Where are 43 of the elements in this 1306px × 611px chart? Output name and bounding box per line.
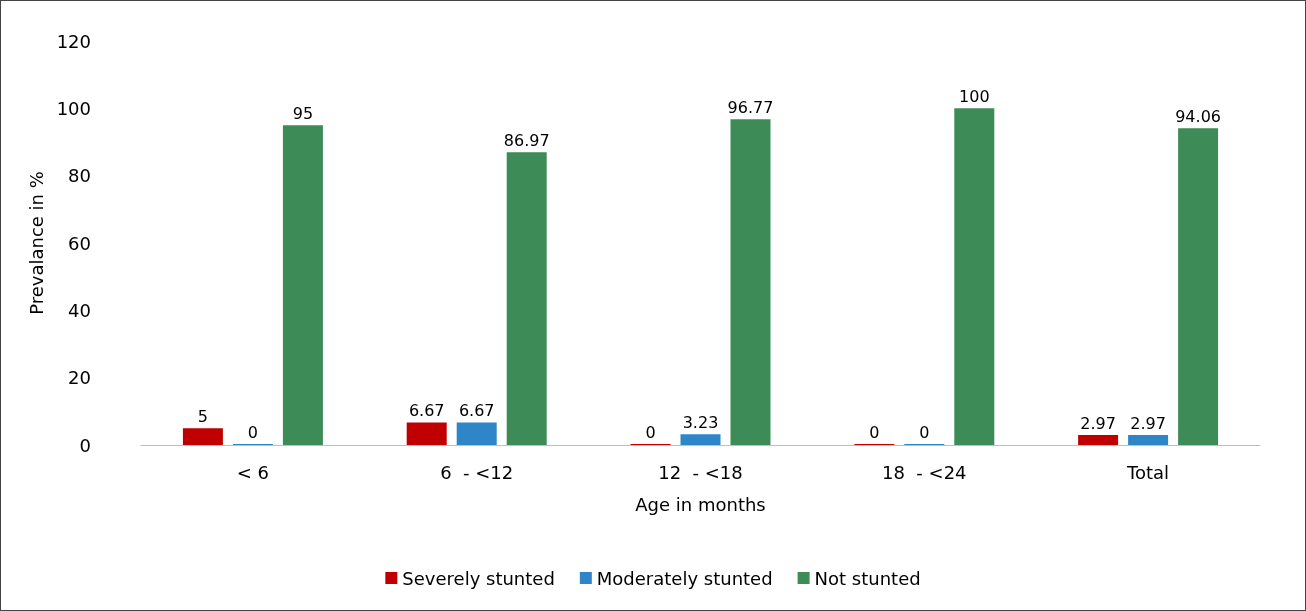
data-label: 95	[292, 103, 314, 123]
x-tick-label: 12 - <18	[658, 461, 743, 483]
x-tick-label: < 6	[236, 461, 270, 483]
y-axis-title: Prevalance in %	[26, 171, 48, 315]
bar	[182, 428, 223, 445]
data-label: 0	[247, 422, 258, 442]
x-axis-title: Age in months	[635, 493, 766, 515]
data-label: 96.77	[727, 97, 774, 117]
y-tick-label: 0	[79, 434, 91, 456]
data-label: 3.23	[682, 412, 719, 432]
data-label: 6.67	[408, 401, 445, 421]
data-label: 2.97	[1130, 413, 1166, 433]
bar	[1128, 435, 1169, 445]
x-tick-label: Total	[1126, 461, 1170, 483]
data-label: 0	[869, 422, 880, 442]
legend-label: Severely stunted	[402, 567, 555, 589]
y-tick-label: 80	[68, 165, 91, 187]
data-label: 0	[919, 422, 930, 442]
data-label: 0	[645, 422, 656, 442]
legend-label: Moderately stunted	[596, 567, 773, 589]
bar	[1178, 128, 1219, 445]
y-tick-label: 60	[68, 232, 91, 254]
x-tick-label: 6 - <12	[440, 461, 514, 483]
data-label: 5	[197, 406, 208, 426]
bar	[456, 422, 497, 445]
data-label: 6.67	[458, 401, 495, 421]
y-tick-label: 20	[68, 367, 91, 389]
bar	[680, 434, 721, 445]
legend-label: Not stunted	[814, 567, 921, 589]
bar	[506, 152, 547, 445]
data-label: 86.97	[503, 130, 550, 150]
bar	[406, 422, 447, 445]
y-tick-label: 40	[68, 299, 91, 321]
data-label: 94.06	[1175, 106, 1222, 126]
y-tick-label: 100	[56, 97, 91, 119]
x-tick-label: 18 - <24	[882, 461, 967, 483]
bar	[1078, 435, 1119, 445]
y-tick-label: 120	[56, 30, 91, 52]
bar	[730, 119, 771, 445]
data-label: 2.97	[1080, 413, 1116, 433]
bar	[282, 125, 323, 445]
data-label: 100	[959, 86, 990, 106]
bar	[954, 108, 995, 445]
